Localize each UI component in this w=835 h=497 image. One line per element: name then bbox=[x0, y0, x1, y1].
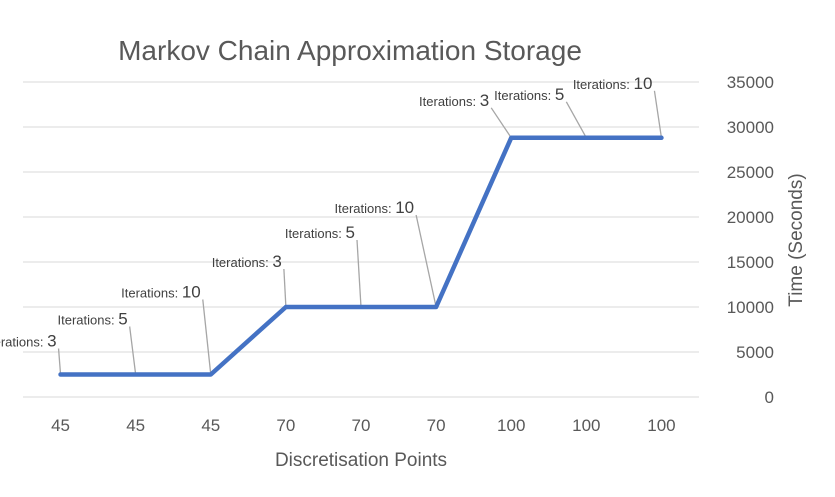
data-label-value: 5 bbox=[555, 85, 564, 104]
data-label-leader bbox=[57, 348, 62, 375]
y-tick-label: 20000 bbox=[727, 208, 774, 227]
data-label-value: 5 bbox=[118, 310, 127, 329]
data-label-prefix: Iterations: bbox=[0, 335, 47, 350]
data-label-prefix: Iterations: bbox=[57, 313, 118, 328]
x-tick-label: 45 bbox=[126, 416, 145, 435]
x-axis-title: Discretisation Points bbox=[275, 450, 447, 471]
data-label-prefix: Iterations: bbox=[573, 77, 634, 92]
data-label: Iterations: 3 bbox=[419, 91, 489, 110]
data-label-value: 3 bbox=[272, 252, 281, 271]
data-label-leader bbox=[202, 299, 212, 375]
data-label-value: 10 bbox=[395, 198, 414, 217]
y-tick-label: 0 bbox=[765, 388, 774, 407]
data-point bbox=[283, 305, 288, 309]
data-label: Iterations: 10 bbox=[121, 283, 201, 302]
data-label: Iterations: 10 bbox=[334, 198, 414, 217]
data-label-leader bbox=[565, 101, 587, 139]
x-tick-label: 70 bbox=[352, 416, 371, 435]
y-tick-label: 10000 bbox=[727, 298, 774, 317]
y-tick-label: 15000 bbox=[727, 253, 774, 272]
y-axis-title: Time (Seconds) bbox=[786, 173, 807, 306]
y-axis-ticks: 0 5000 10000 15000 20000 25000 30000 35000 bbox=[727, 73, 774, 407]
data-point bbox=[509, 135, 514, 140]
data-label-value: 3 bbox=[47, 332, 56, 351]
data-point bbox=[133, 372, 138, 377]
y-tick-label: 25000 bbox=[727, 163, 774, 182]
data-label-leader bbox=[490, 107, 512, 139]
series-layer bbox=[58, 135, 664, 377]
data-label-prefix: Iterations: bbox=[285, 226, 346, 241]
data-label-value: 10 bbox=[182, 283, 201, 302]
chart-title: Markov Chain Approximation Storage bbox=[118, 35, 582, 66]
data-label-prefix: Iterations: bbox=[212, 255, 273, 270]
data-point bbox=[659, 135, 664, 140]
data-label: Iterations: 5 bbox=[57, 310, 127, 329]
x-tick-label: 45 bbox=[201, 416, 220, 435]
data-label-leader bbox=[653, 90, 663, 138]
data-label-leader bbox=[129, 326, 137, 375]
data-label-prefix: Iterations: bbox=[419, 94, 480, 109]
x-tick-label: 100 bbox=[497, 416, 525, 435]
data-label: Iterations: 10 bbox=[573, 74, 653, 93]
data-label-leaders bbox=[57, 90, 663, 375]
data-point bbox=[434, 305, 439, 309]
data-label-value: 5 bbox=[346, 223, 355, 242]
data-label: Iterations: 3 bbox=[212, 252, 282, 271]
y-tick-label: 5000 bbox=[736, 343, 774, 362]
series-line bbox=[58, 135, 664, 377]
x-tick-label: 70 bbox=[276, 416, 295, 435]
data-label: Iterations: 5 bbox=[285, 223, 355, 242]
data-label-prefix: Iterations: bbox=[121, 286, 182, 301]
data-label: Iterations: 3 bbox=[0, 332, 57, 351]
x-tick-label: 100 bbox=[647, 416, 675, 435]
y-tick-label: 35000 bbox=[727, 73, 774, 92]
data-label-value: 10 bbox=[634, 74, 653, 93]
data-label-prefix: Iterations: bbox=[334, 201, 395, 216]
data-point bbox=[359, 305, 363, 309]
data-label-prefix: Iterations: bbox=[494, 88, 555, 103]
gridlines bbox=[23, 81, 699, 398]
x-tick-label: 100 bbox=[572, 416, 600, 435]
data-point bbox=[584, 135, 589, 140]
data-label-leader bbox=[356, 239, 362, 308]
x-tick-label: 45 bbox=[51, 416, 70, 435]
x-tick-label: 70 bbox=[427, 416, 446, 435]
data-label-leader bbox=[415, 214, 437, 308]
data-point bbox=[208, 372, 213, 377]
data-label-value: 3 bbox=[480, 91, 489, 110]
data-point bbox=[58, 372, 63, 377]
x-axis-ticks: 45 45 45 70 70 70 100 100 100 bbox=[51, 416, 676, 435]
data-label: Iterations: 5 bbox=[494, 85, 564, 104]
data-label-leader bbox=[283, 268, 287, 308]
y-tick-label: 30000 bbox=[727, 118, 774, 137]
